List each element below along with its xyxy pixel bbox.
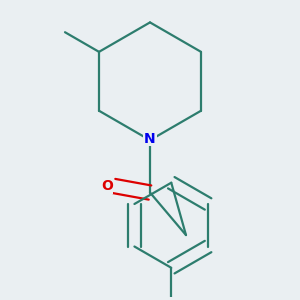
Text: N: N	[144, 131, 156, 146]
Text: O: O	[101, 179, 113, 193]
